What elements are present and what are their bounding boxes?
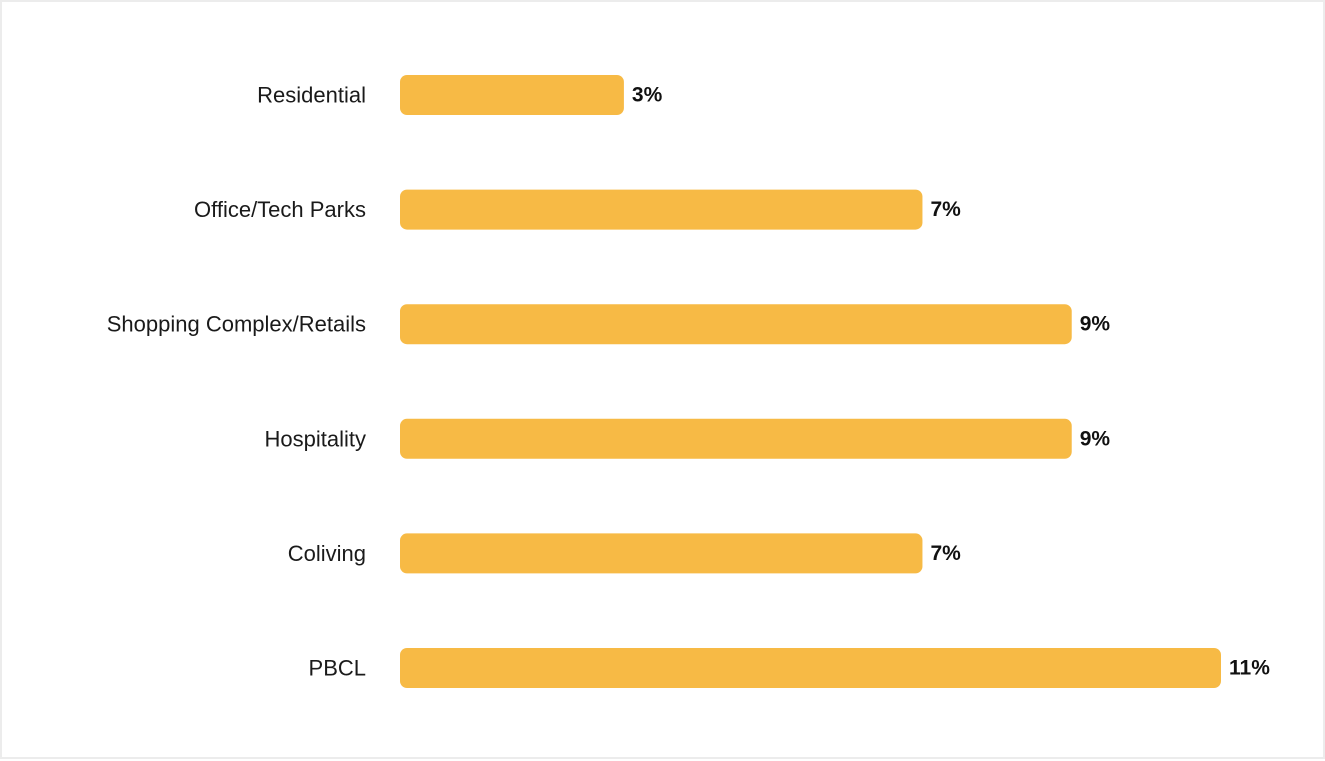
value-label: 9% [1080, 313, 1111, 336]
value-label: 3% [632, 84, 663, 107]
value-label: 7% [930, 198, 961, 221]
bar [400, 648, 1221, 688]
bar [400, 189, 923, 230]
category-label: PBCL [309, 656, 366, 681]
value-label: 11% [1229, 657, 1270, 680]
bar [400, 75, 624, 115]
category-label: Hospitality [265, 426, 366, 451]
category-label: Shopping Complex/Retails [107, 312, 366, 337]
category-label: Coliving [288, 541, 366, 566]
category-label: Residential [257, 83, 366, 108]
bar [400, 418, 1072, 459]
bar [400, 533, 923, 574]
value-label: 9% [1080, 427, 1111, 450]
category-label: Office/Tech Parks [194, 197, 366, 222]
bar [400, 304, 1072, 345]
value-label: 7% [930, 542, 961, 565]
